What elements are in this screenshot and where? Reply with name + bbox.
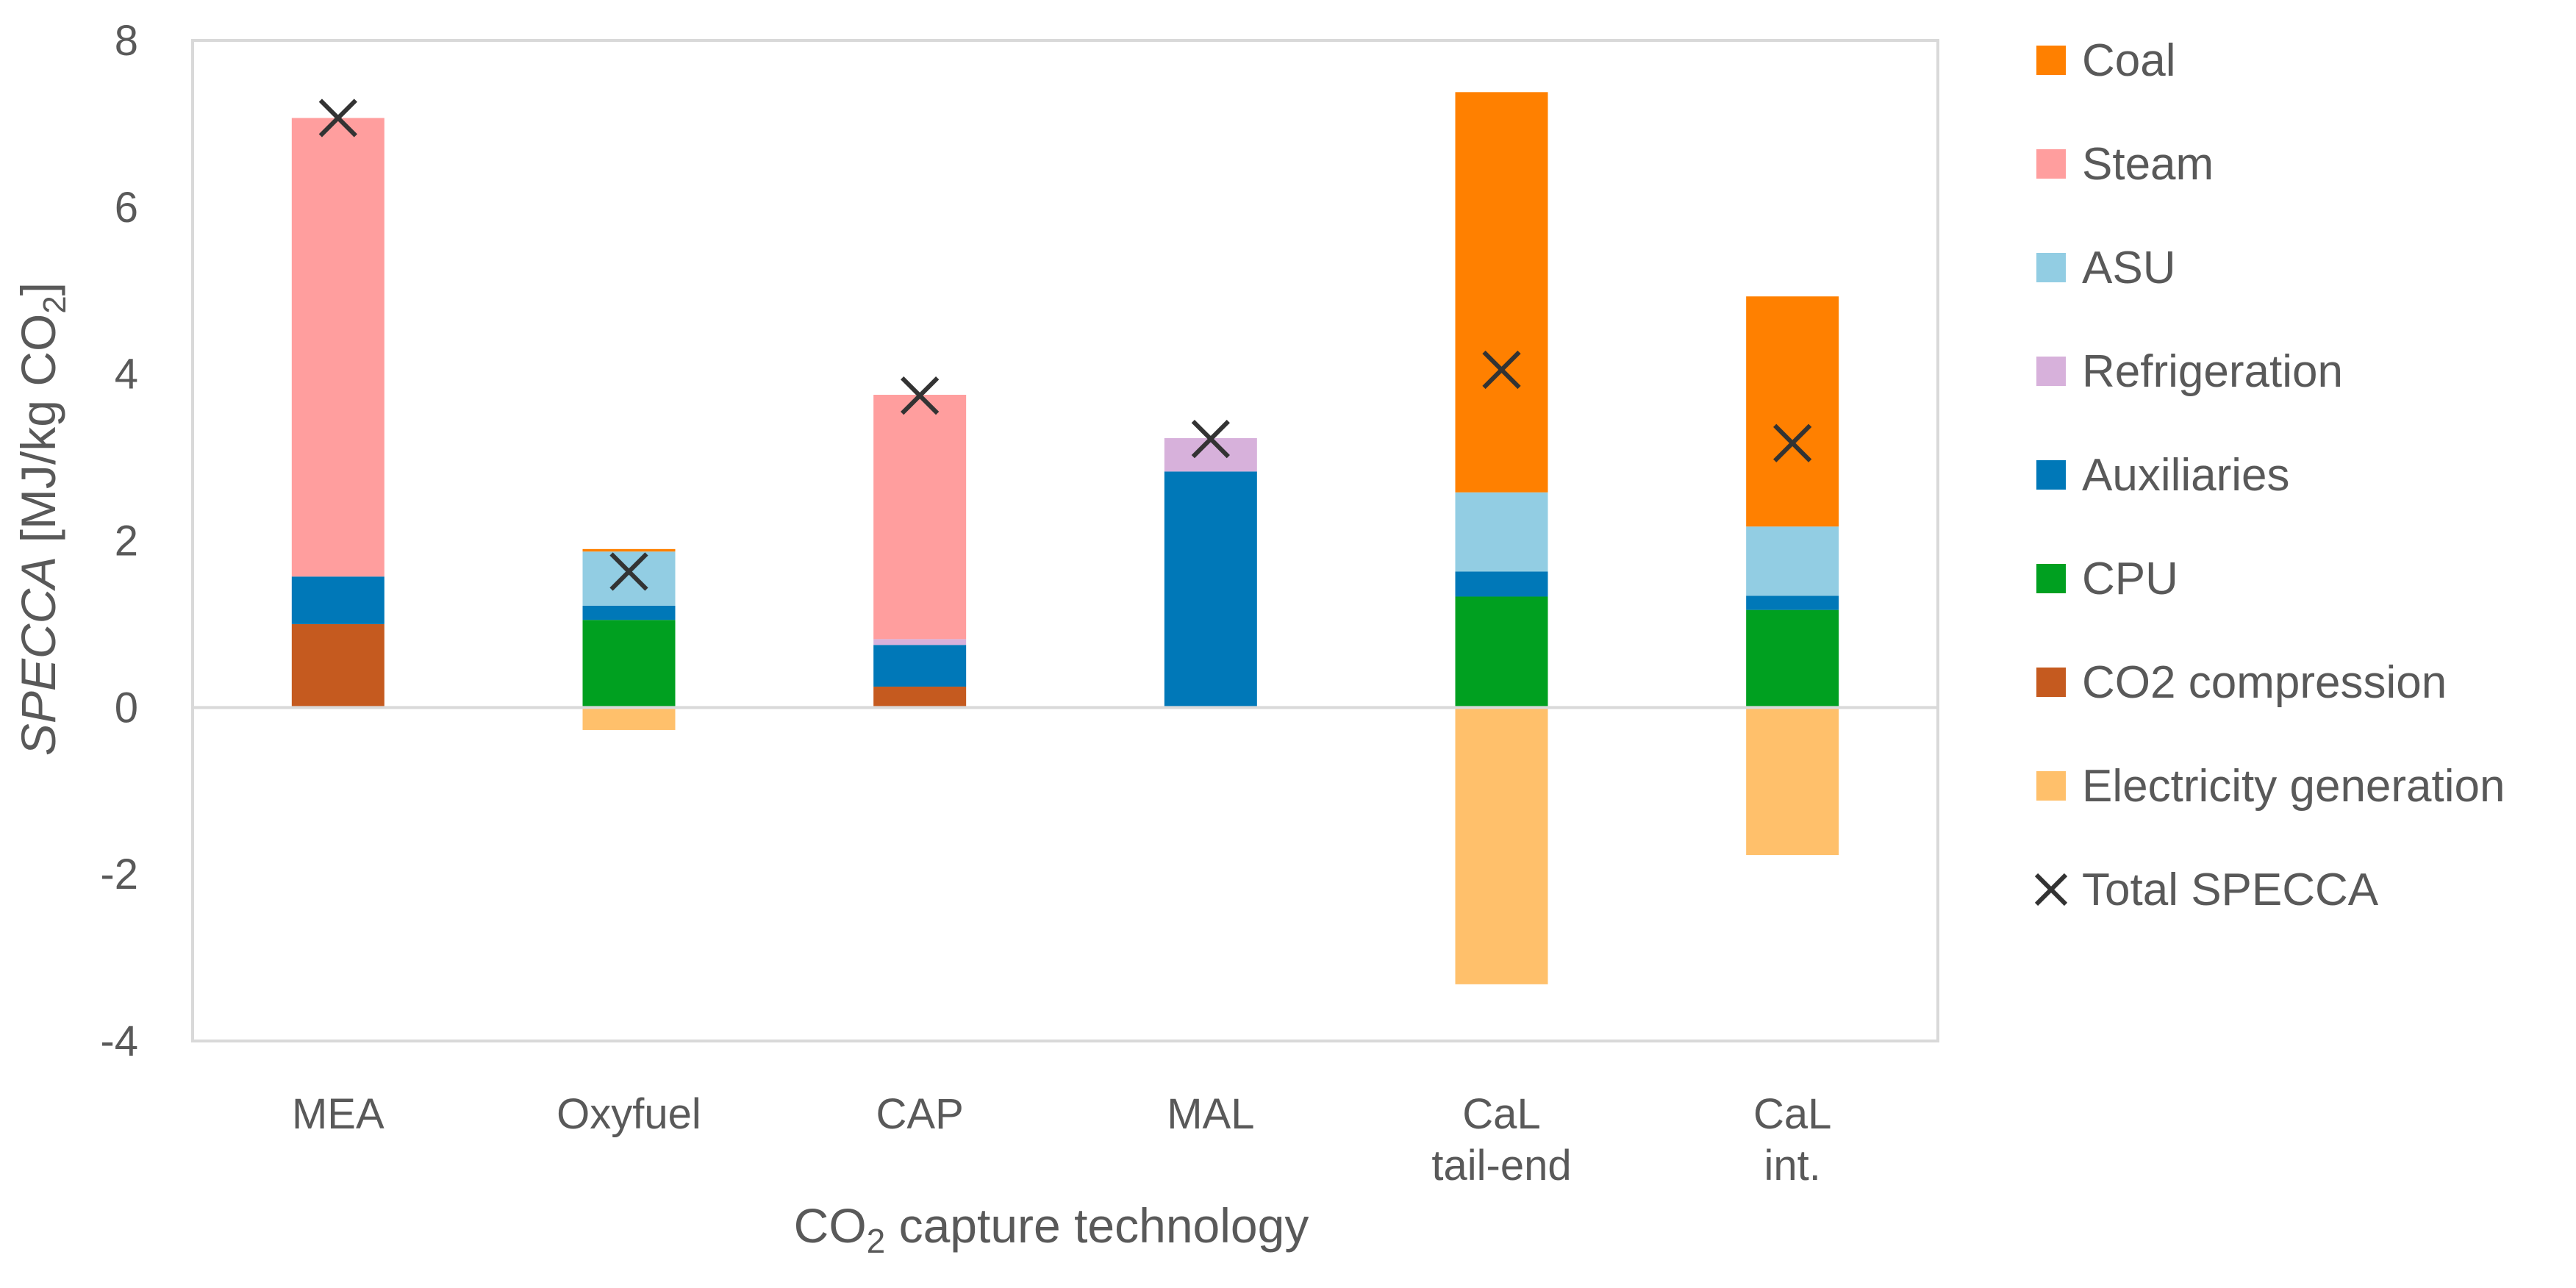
legend-swatch [2036, 46, 2066, 75]
bar-auxiliaries [1746, 595, 1839, 610]
x-category-label: MAL [1167, 1090, 1254, 1138]
legend-label: ASU [2082, 243, 2175, 293]
legend-label: Electricity generation [2082, 761, 2505, 812]
bar-auxiliaries [873, 645, 967, 687]
y-tick-label: 8 [115, 17, 138, 65]
marker-stroke [1482, 350, 1521, 390]
legend-item: Coal [2036, 35, 2176, 86]
x-category-label: MEA [292, 1090, 384, 1138]
legend-item: Refrigeration [2036, 346, 2343, 397]
legend-item: Auxiliaries [2036, 450, 2290, 501]
y-tick-label: 4 [115, 351, 138, 398]
x-category-label: Oxyfuel [557, 1090, 701, 1138]
legend-swatch [2036, 564, 2066, 593]
marker-stroke [901, 376, 940, 415]
y-tick-label: 0 [115, 684, 138, 731]
x-category-label: CAP [876, 1090, 964, 1138]
legend-item: CPU [2036, 554, 2178, 604]
legend-item: Total SPECCA [2034, 865, 2379, 915]
bar-coal [1746, 296, 1839, 527]
bar-steam [873, 395, 967, 640]
legend-item: Electricity generation [2036, 761, 2505, 812]
bar-auxiliaries [1164, 471, 1257, 708]
bar-asu [1455, 492, 1548, 572]
bar-steam [291, 118, 384, 577]
legend-label: CO2 compression [2082, 657, 2447, 708]
plot-border [191, 39, 1939, 1042]
total-specca-marker [1482, 350, 1521, 390]
y-tick-label: 2 [115, 518, 138, 565]
legend-label: Total SPECCA [2082, 865, 2379, 915]
legend-swatch [2036, 771, 2066, 801]
legend-item: ASU [2036, 243, 2175, 293]
y-tick-label: 6 [115, 184, 138, 232]
bar-electricity-generation [582, 707, 676, 730]
legend-label: Refrigeration [2082, 346, 2343, 397]
total-markers [318, 99, 1812, 591]
bar-co2-compression [291, 623, 384, 708]
y-axis: -4 -2 0 2 4 6 8 [100, 17, 138, 1065]
x-category-label: CaL [1462, 1090, 1540, 1138]
x-category-label: int. [1764, 1142, 1820, 1189]
total-specca-marker [1773, 423, 1812, 462]
total-specca-marker [1191, 420, 1230, 459]
legend-label: Auxiliaries [2082, 450, 2290, 501]
bar-refrigeration [1164, 437, 1257, 472]
bar-asu [1746, 526, 1839, 596]
plot-area [191, 39, 1939, 1042]
y-axis-label: SPECCA [MJ/kg CO2] [11, 282, 73, 756]
marker-stroke [609, 552, 648, 591]
bar-electricity-generation [1746, 707, 1839, 856]
bar-refrigeration [873, 639, 967, 645]
legend-label: Coal [2082, 35, 2176, 86]
y-tick-label: -4 [100, 1017, 138, 1065]
x-category-label: tail-end [1431, 1142, 1571, 1189]
bar-cpu [582, 620, 676, 708]
legend-swatch [2036, 149, 2066, 179]
legend-label: Steam [2082, 139, 2214, 190]
legend-swatch [2036, 460, 2066, 490]
bar-auxiliaries [582, 605, 676, 620]
bar-auxiliaries [291, 576, 384, 624]
marker-stroke [1773, 423, 1812, 462]
legend: Coal Steam ASU Refrigeration Auxiliaries CPU C… [2034, 35, 2505, 915]
total-specca-marker [318, 99, 357, 137]
bar-coal [582, 548, 676, 552]
total-specca-marker [609, 552, 648, 591]
bar-asu [582, 551, 676, 606]
legend-label: CPU [2082, 554, 2178, 604]
bars [291, 92, 1839, 984]
y-tick-label: -2 [100, 851, 138, 898]
x-axis-label: CO2 capture technology [794, 1198, 1309, 1260]
legend-swatch [2036, 668, 2066, 697]
bar-cpu [1746, 609, 1839, 708]
legend-marker [2034, 873, 2068, 906]
legend-item: Steam [2036, 139, 2214, 190]
legend-swatch [2036, 357, 2066, 386]
legend-item: CO2 compression [2036, 657, 2447, 708]
total-specca-marker [901, 376, 940, 415]
bar-auxiliaries [1455, 571, 1548, 597]
bar-electricity-generation [1455, 707, 1548, 984]
marker-stroke [1191, 420, 1230, 459]
legend-swatch [2036, 253, 2066, 282]
bar-co2-compression [873, 686, 967, 708]
bar-coal [1455, 92, 1548, 493]
x-category-label: CaL [1753, 1090, 1831, 1138]
bar-cpu [1455, 596, 1548, 708]
marker-stroke [318, 99, 357, 137]
